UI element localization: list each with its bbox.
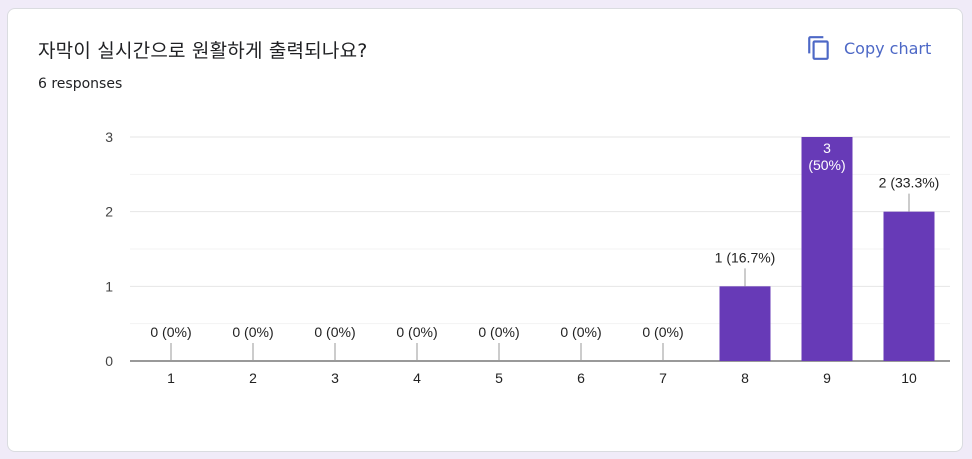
data-label: 0 (0%)	[396, 324, 437, 340]
x-tick-label: 6	[577, 370, 585, 386]
question-title: 자막이 실시간으로 원활하게 출력되나요?	[38, 40, 368, 62]
bar	[719, 286, 771, 361]
data-label: 2 (33.3%)	[879, 175, 940, 191]
data-label: 0 (0%)	[478, 324, 519, 340]
data-label: 0 (0%)	[560, 324, 601, 340]
y-tick-label: 1	[105, 278, 113, 294]
x-tick-label: 9	[823, 370, 831, 386]
x-tick-label: 1	[167, 370, 175, 386]
data-label: 0 (0%)	[232, 324, 273, 340]
data-label: 3	[823, 140, 831, 156]
x-tick-label: 5	[495, 370, 503, 386]
x-tick-label: 2	[249, 370, 257, 386]
response-count: 6 responses	[38, 76, 123, 92]
bar	[801, 137, 853, 361]
y-tick-label: 0	[105, 353, 113, 369]
y-tick-label: 2	[105, 204, 113, 220]
x-tick-label: 10	[901, 370, 917, 386]
x-tick-label: 4	[413, 370, 421, 386]
data-label: 0 (0%)	[150, 324, 191, 340]
copy-chart-button[interactable]: Copy chart	[798, 30, 939, 66]
bar	[883, 211, 935, 361]
x-tick-label: 7	[659, 370, 667, 386]
x-tick-label: 3	[331, 370, 339, 386]
y-tick-label: 3	[105, 129, 113, 145]
copy-icon	[808, 36, 829, 60]
x-tick-label: 8	[741, 370, 749, 386]
data-label: (50%)	[808, 157, 845, 173]
data-label: 0 (0%)	[314, 324, 355, 340]
copy-chart-label: Copy chart	[844, 38, 932, 58]
data-label: 1 (16.7%)	[715, 249, 776, 265]
data-label: 0 (0%)	[642, 324, 683, 340]
